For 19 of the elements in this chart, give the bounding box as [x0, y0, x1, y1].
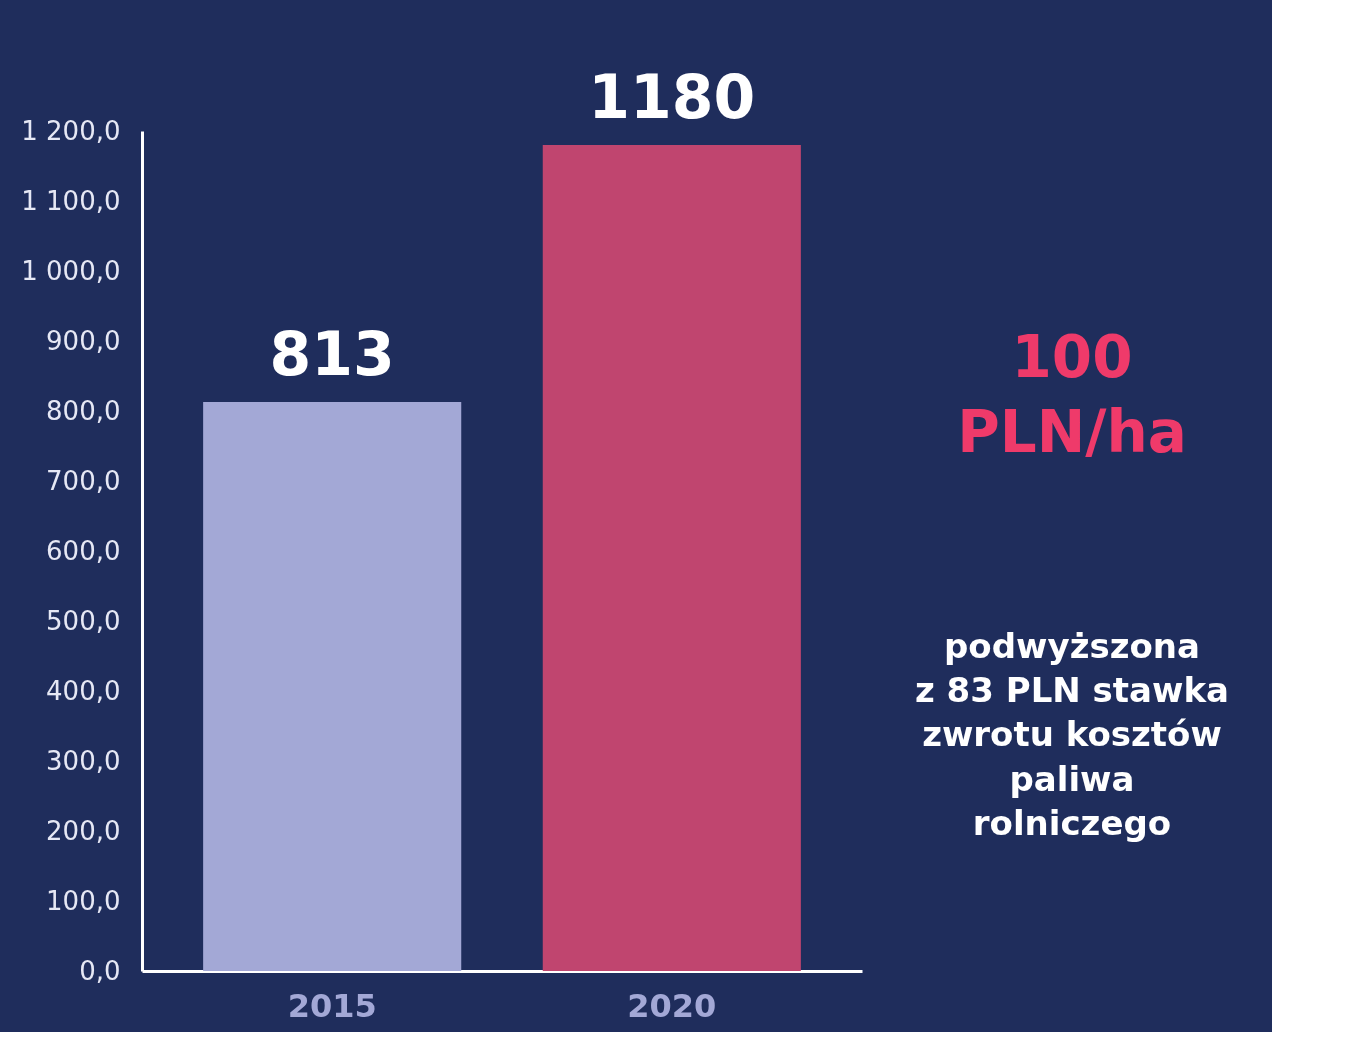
y-tick-label: 1 000,0 — [21, 255, 121, 286]
y-tick-label: 600,0 — [46, 535, 121, 566]
y-tick-label: 400,0 — [46, 675, 121, 706]
text: 100 PLN/ha — [957, 323, 1187, 467]
y-tick-label: 100,0 — [46, 885, 121, 916]
data-label: 813 — [269, 318, 395, 389]
y-tick-label: 500,0 — [46, 605, 121, 636]
x-tick-label: 2015 — [287, 986, 377, 1025]
y-tick-label: 200,0 — [46, 815, 121, 846]
y-tick-label: 300,0 — [46, 745, 121, 776]
data-label: 1180 — [588, 62, 756, 132]
y-tick-label: 900,0 — [46, 325, 121, 356]
text: podwyższona z 83 PLN stawka zwrotu kosztów paliwa rolniczego — [914, 626, 1230, 843]
y-tick-label: 1 100,0 — [21, 185, 121, 216]
y-tick-label: 800,0 — [46, 395, 121, 426]
y-tick-label: 1 200,0 — [21, 115, 121, 146]
x-tick-label: 2020 — [627, 986, 717, 1025]
y-tick-label: 0,0 — [79, 955, 121, 986]
y-tick-label: 700,0 — [46, 465, 121, 496]
